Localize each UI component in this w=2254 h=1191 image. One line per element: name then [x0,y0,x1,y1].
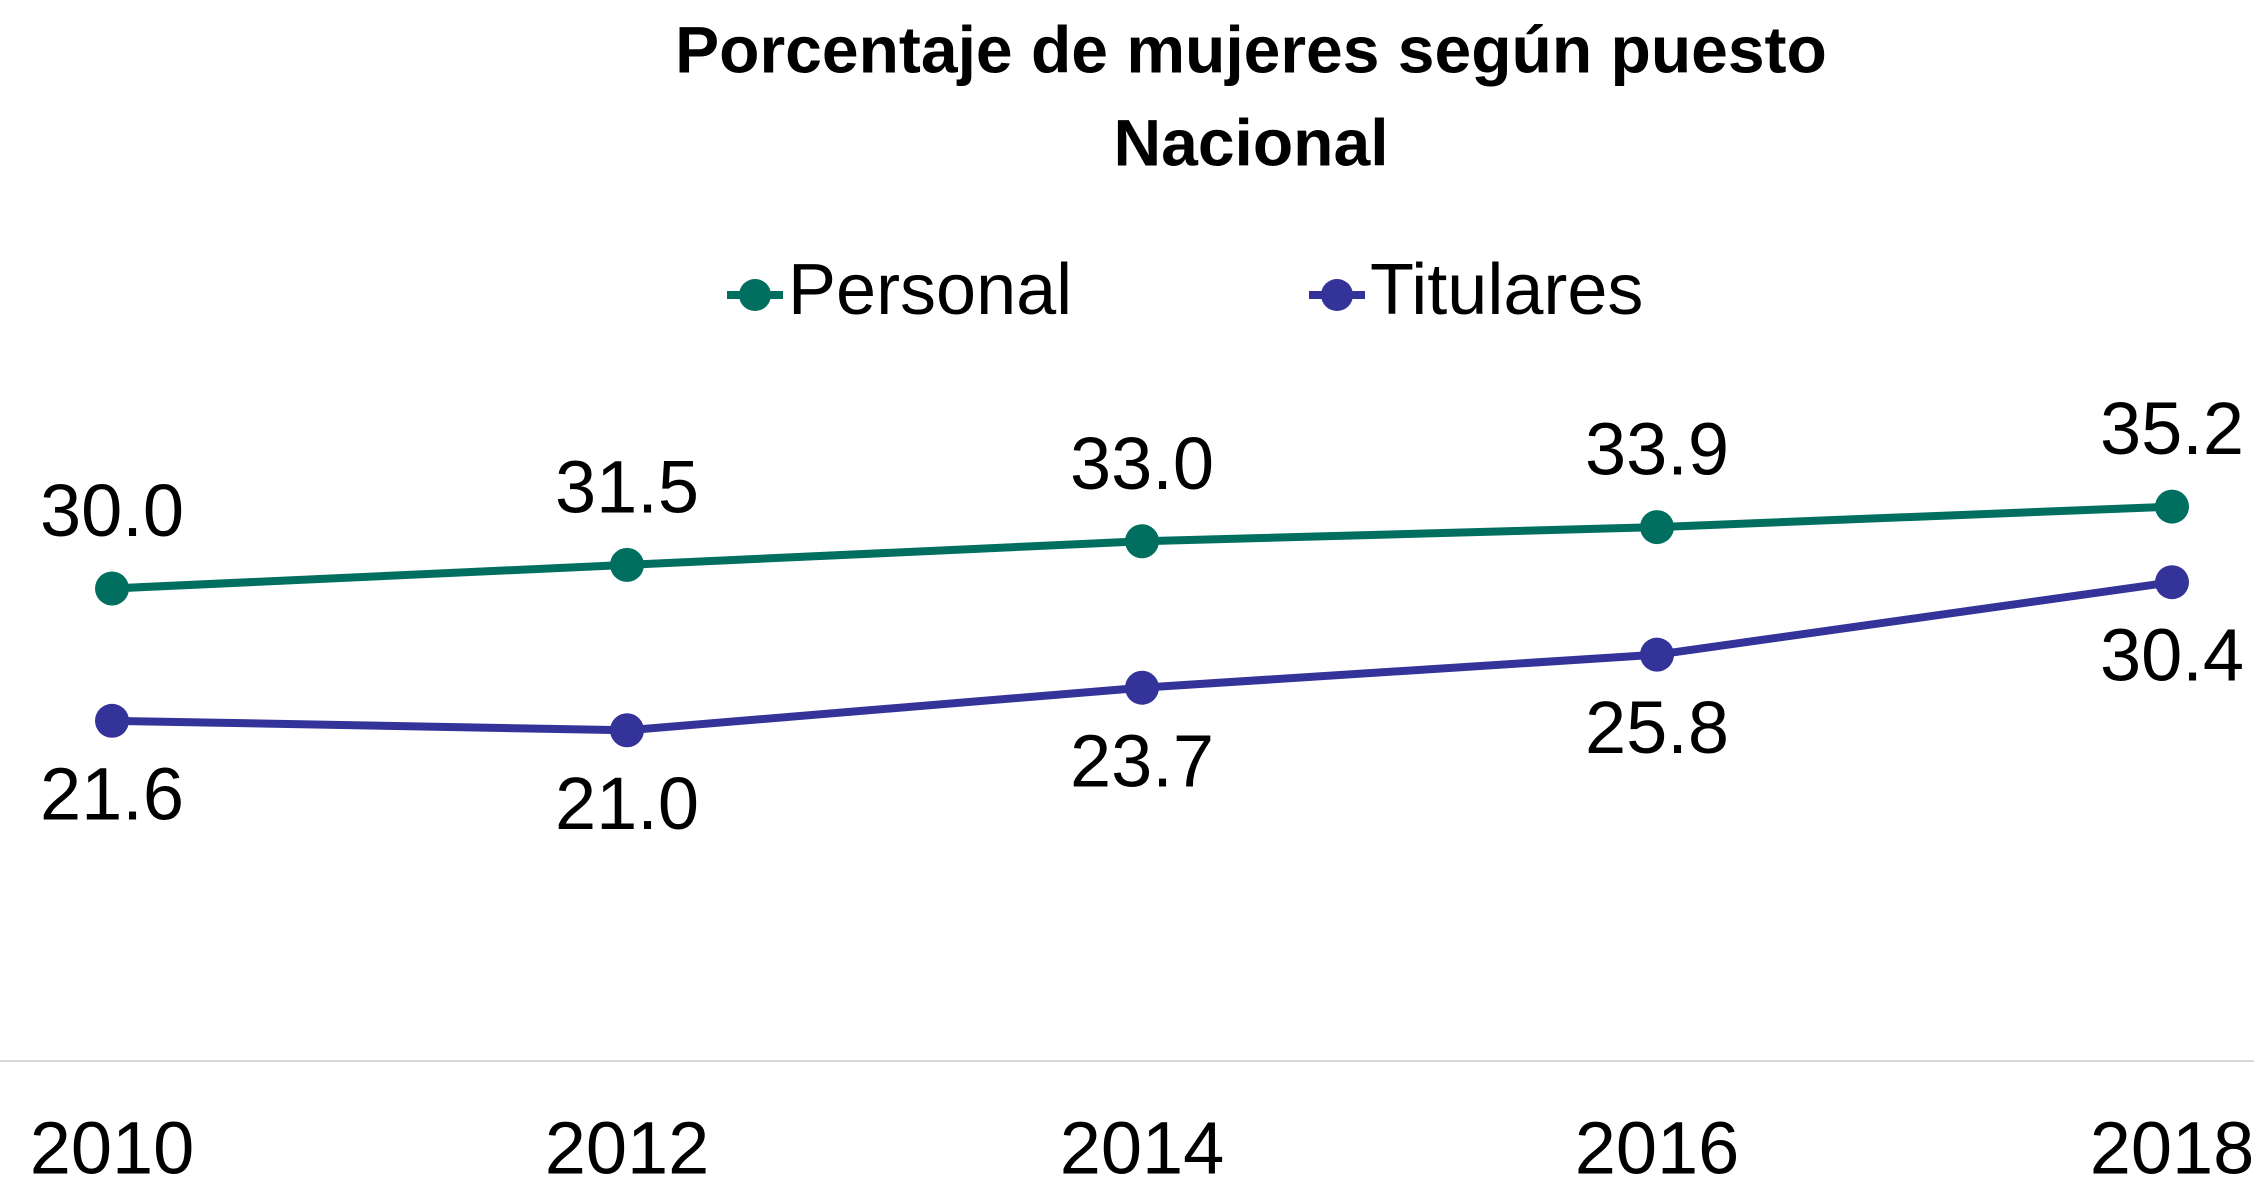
x-tick-label: 2010 [30,1107,195,1190]
x-tick-label: 2014 [1060,1107,1225,1190]
data-point [95,703,129,738]
data-label: 25.8 [1585,686,1729,769]
x-tick-label: 2018 [2090,1107,2254,1190]
legend-label: Personal [788,250,1072,330]
data-label: 35.2 [2100,387,2244,470]
data-label: 31.5 [555,445,699,528]
data-point [1125,524,1159,559]
legend-marker [739,279,771,311]
data-label: 21.0 [555,762,699,845]
data-point [1125,670,1159,705]
data-label: 23.7 [1070,719,1214,802]
data-point [95,571,129,606]
data-label: 30.0 [40,469,184,552]
chart-title: Porcentaje de mujeres según puesto [675,12,1827,86]
data-point [1640,637,1674,672]
data-point [610,713,644,748]
data-label: 30.4 [2100,614,2244,697]
data-point [2155,565,2189,600]
chart-subtitle: Nacional [1113,105,1388,179]
data-label: 33.9 [1585,408,1729,491]
data-point [1640,510,1674,545]
x-tick-label: 2016 [1575,1107,1740,1190]
data-label: 21.6 [40,752,184,835]
data-point [610,547,644,582]
data-label: 33.0 [1070,422,1214,505]
series-line [111,578,2173,735]
legend-marker [1321,279,1353,311]
data-point [2155,489,2189,524]
x-tick-label: 2012 [545,1107,710,1190]
legend-label: Titulares [1370,250,1643,330]
